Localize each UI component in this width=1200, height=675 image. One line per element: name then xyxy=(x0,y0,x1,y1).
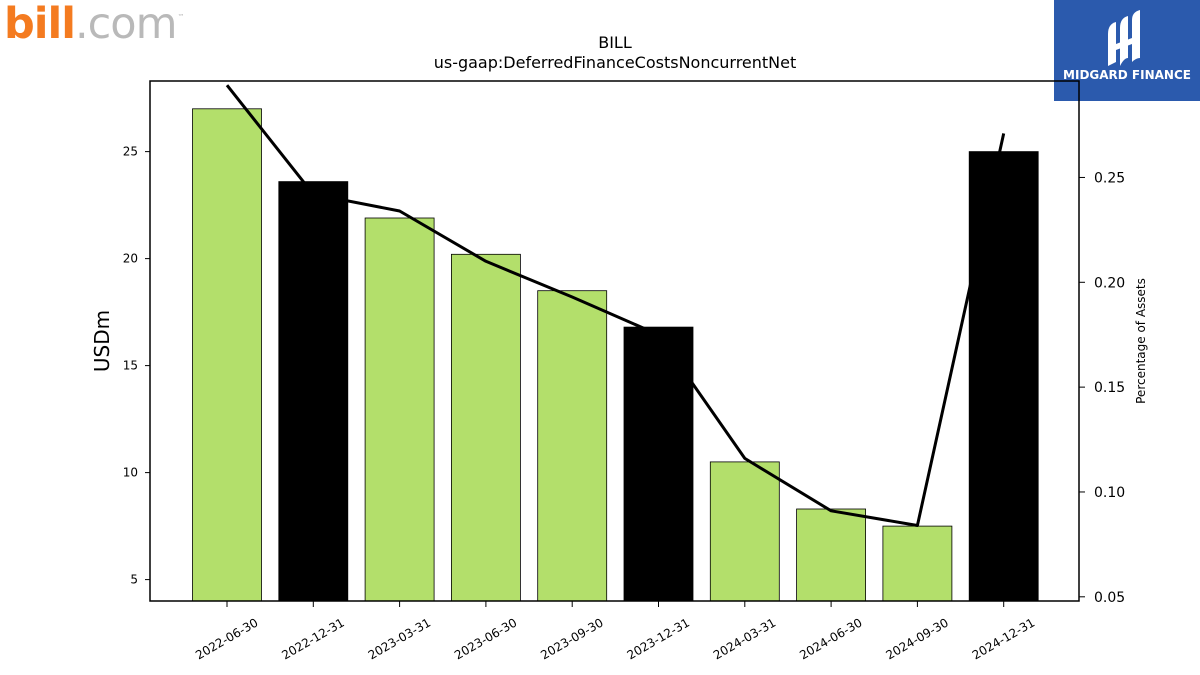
bar-2022-06-30 xyxy=(192,108,262,602)
bill-logo-tm: ™ xyxy=(177,13,185,21)
y2-axis-label: Percentage of Assets xyxy=(1134,278,1148,404)
x-ticks: 2022-06-30 2022-12-31 2023-03-31 2023-06-30… xyxy=(193,601,1037,662)
y-axis-label: USDm xyxy=(90,310,114,372)
right-tick-label: 0.05 xyxy=(1094,590,1125,606)
x-tick-label: 2024-12-31 xyxy=(970,615,1037,662)
bill-logo-main: bill xyxy=(4,0,76,49)
x-tick-label: 2024-03-31 xyxy=(711,615,778,662)
bar-2023-12-31 xyxy=(623,326,694,602)
left-tick-label: 15 xyxy=(123,359,138,373)
x-tick-label: 2023-06-30 xyxy=(452,615,519,662)
percentage-line xyxy=(225,84,1006,527)
right-tick-label: 0.15 xyxy=(1094,380,1125,396)
left-ticks: 5 10 15 20 25 xyxy=(123,145,150,587)
bill-logo-suffix: .com xyxy=(75,0,178,49)
x-tick-label: 2024-06-30 xyxy=(797,615,864,662)
x-tick-label: 2024-09-30 xyxy=(883,615,950,662)
axes-group xyxy=(149,80,1080,602)
midgard-logo-name: MIDGARD FINANCE xyxy=(1063,68,1191,82)
bar-2024-06-30 xyxy=(796,508,866,602)
x-tick-label: 2023-03-31 xyxy=(366,615,433,662)
x-tick-label: 2022-12-31 xyxy=(279,615,346,662)
x-tick-label: 2023-09-30 xyxy=(538,615,605,662)
x-tick-label: 2023-12-31 xyxy=(625,615,692,662)
chart-title: BILL xyxy=(598,33,632,52)
bar-group xyxy=(192,108,1039,602)
right-tick-label: 0.10 xyxy=(1094,485,1125,501)
midgard-mark-icon xyxy=(1108,10,1140,66)
x-tick-label: 2022-06-30 xyxy=(193,615,260,662)
bar-2024-03-31 xyxy=(709,461,780,602)
midgard-finance-logo: MIDGARD FINANCE xyxy=(1054,0,1200,101)
line-group xyxy=(225,84,1006,527)
left-tick-label: 5 xyxy=(130,573,138,587)
bar-2023-06-30 xyxy=(450,253,521,602)
plot-frame xyxy=(149,80,1080,602)
bar-2023-09-30 xyxy=(537,290,608,602)
left-tick-label: 25 xyxy=(123,145,138,159)
left-tick-label: 10 xyxy=(123,466,138,480)
left-tick-label: 20 xyxy=(123,252,138,266)
bar-2024-09-30 xyxy=(882,525,953,602)
right-tick-label: 0.20 xyxy=(1094,275,1125,291)
bill-logo: bill .com ™ xyxy=(4,0,185,49)
bar-2023-03-31 xyxy=(364,217,435,602)
bar-2022-12-31 xyxy=(278,181,349,602)
chart-subtitle: us-gaap:DeferredFinanceCostsNoncurrentNe… xyxy=(434,53,797,72)
right-ticks: 0.05 0.10 0.15 0.20 0.25 xyxy=(1079,170,1125,606)
right-tick-label: 0.25 xyxy=(1094,170,1125,186)
bar-2024-12-31 xyxy=(968,151,1039,602)
